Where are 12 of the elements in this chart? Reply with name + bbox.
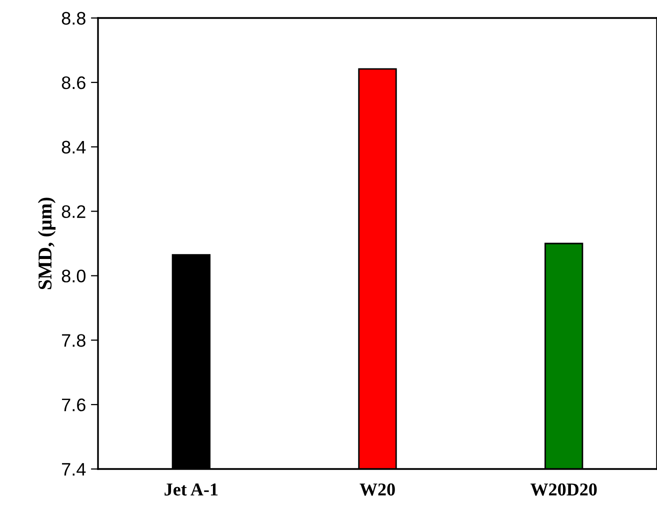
y-tick-label: 8.2 (62, 205, 86, 218)
y-tick-label: 7.6 (62, 398, 86, 412)
x-tick-label: W20D20 (530, 483, 597, 496)
x-tick-label: W20 (360, 483, 395, 496)
y-tick-label: 8.4 (62, 140, 86, 154)
y-tick-label: 7.8 (62, 334, 86, 347)
y-tick-label: 8.8 (62, 12, 86, 25)
y-axis-title: SMD, (µm) (38, 198, 56, 290)
y-tick-label: 7.4 (62, 463, 86, 476)
x-tick-label: Jet A-1 (164, 484, 218, 496)
y-tick-label: 8.6 (62, 76, 86, 90)
y-tick-label: 8.0 (62, 270, 86, 282)
